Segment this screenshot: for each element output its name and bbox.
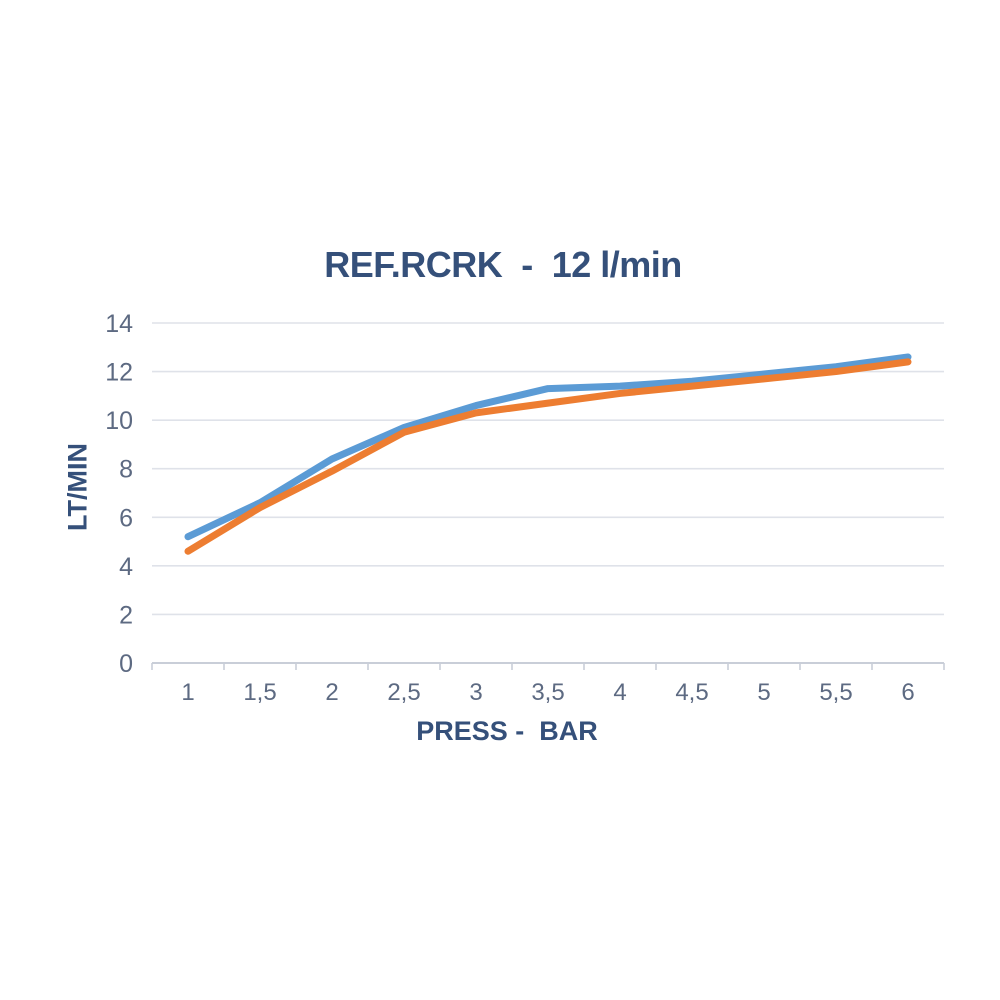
y-tick-label: 10	[105, 407, 133, 435]
x-tick-label: 1	[181, 679, 194, 706]
x-tick-label: 4,5	[675, 679, 708, 706]
y-tick-label: 2	[119, 601, 133, 629]
y-tick-label: 4	[119, 553, 133, 581]
x-tick-label: 5	[757, 679, 770, 706]
y-tick-label: 0	[119, 650, 133, 678]
x-tick-label: 2,5	[387, 679, 420, 706]
y-tick-label: 6	[119, 504, 133, 532]
series-line-blue	[184, 353, 912, 541]
x-tick-label: 2	[325, 679, 338, 706]
x-tick-label: 1,5	[243, 679, 276, 706]
x-tick-label: 6	[901, 679, 914, 706]
y-tick-label: 8	[119, 456, 133, 484]
x-tick-label: 5,5	[819, 679, 852, 706]
x-tick-label: 4	[613, 679, 626, 706]
y-tick-label: 14	[105, 310, 133, 338]
series-line-orange	[184, 358, 912, 555]
y-tick-label: 12	[105, 359, 133, 387]
x-tick-label: 3	[469, 679, 482, 706]
chart-title: REF.RCRK - 12 l/min	[324, 244, 682, 285]
x-axis-title: PRESS - BAR	[416, 716, 598, 746]
x-tick-label: 3,5	[531, 679, 564, 706]
